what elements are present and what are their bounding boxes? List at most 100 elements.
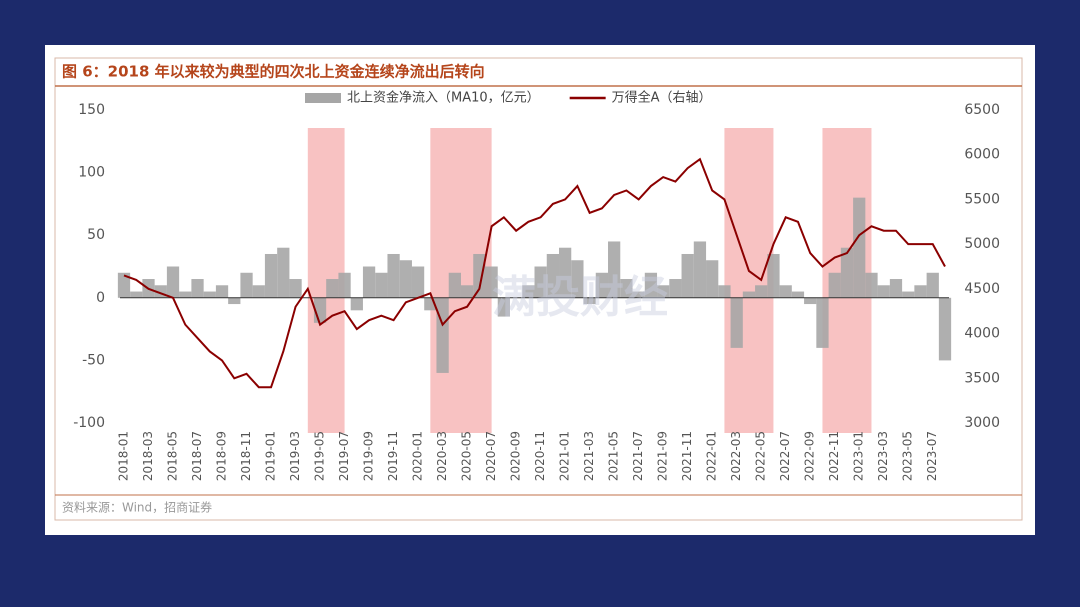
x-tick-label: 2018-11	[239, 431, 253, 481]
bar	[938, 297, 952, 361]
x-tick-label: 2020-07	[484, 431, 498, 481]
x-tick-label: 2020-11	[533, 431, 547, 481]
bar	[350, 297, 363, 311]
bar	[828, 272, 841, 298]
bar	[179, 291, 192, 298]
bar	[203, 291, 216, 298]
bar	[252, 285, 265, 298]
bar	[865, 272, 878, 298]
y2-tick-label: 4500	[964, 281, 1000, 297]
bar	[816, 297, 829, 348]
bar	[926, 272, 939, 298]
bar	[215, 285, 229, 298]
y2-tick-label: 3500	[964, 370, 1000, 386]
y2-tick-label: 6000	[964, 147, 1000, 163]
chart-title: 图 6：2018 年以来较为典型的四次北上资金连续净流出后转向	[62, 63, 485, 81]
bar	[399, 260, 412, 298]
legend-label: 北上资金净流入（MA10，亿元）	[347, 90, 540, 106]
bar	[632, 291, 645, 298]
x-tick-label: 2019-11	[386, 431, 400, 481]
x-tick-label: 2018-03	[141, 431, 155, 481]
x-tick-label: 2023-05	[901, 431, 915, 481]
bar	[277, 247, 290, 298]
bar	[130, 291, 143, 298]
x-tick-label: 2020-05	[460, 431, 474, 481]
bar	[853, 197, 866, 298]
bar	[240, 272, 253, 298]
x-tick-label: 2022-11	[827, 431, 841, 481]
highlight-band	[724, 128, 774, 433]
bar	[742, 291, 756, 298]
x-tick-label: 2023-01	[852, 431, 866, 481]
bar	[387, 253, 400, 298]
y-tick-label: 100	[78, 165, 105, 181]
x-tick-label: 2019-07	[337, 431, 351, 481]
x-tick-label: 2021-05	[607, 431, 621, 481]
x-tick-label: 2018-05	[166, 431, 180, 481]
x-tick-label: 2020-03	[435, 431, 449, 481]
bar	[840, 247, 854, 298]
y2-tick-label: 5000	[964, 236, 1000, 252]
bar	[583, 297, 596, 305]
bar	[546, 253, 560, 298]
bar	[166, 266, 180, 298]
bar	[473, 253, 486, 298]
bar	[889, 279, 903, 298]
bar	[497, 297, 510, 317]
legend-label: 万得全A（右轴）	[612, 90, 712, 106]
bar	[595, 272, 609, 298]
x-tick-label: 2022-03	[729, 431, 743, 481]
x-tick-label: 2021-01	[558, 431, 572, 481]
bar	[534, 266, 547, 298]
y-tick-label: 0	[96, 290, 105, 306]
y-tick-label: -100	[73, 415, 105, 431]
bar	[411, 266, 425, 298]
x-tick-label: 2022-07	[778, 431, 792, 481]
bar	[644, 272, 658, 298]
x-tick-label: 2022-05	[754, 431, 768, 481]
bar	[191, 279, 204, 298]
bar	[755, 285, 768, 298]
bar	[681, 253, 694, 298]
x-tick-label: 2021-11	[680, 431, 694, 481]
bar	[902, 291, 915, 298]
bar	[571, 260, 584, 298]
bar	[877, 285, 890, 298]
x-tick-label: 2021-03	[582, 431, 596, 481]
x-tick-label: 2019-01	[264, 431, 278, 481]
bar	[718, 285, 731, 298]
bar	[706, 260, 719, 298]
y-tick-label: 50	[87, 227, 105, 243]
bar	[362, 266, 376, 298]
x-tick-label: 2019-09	[362, 431, 376, 481]
bar	[669, 279, 682, 298]
plot: -100 -50 0 50 100 150 3000 3500 4000 4500 5000 5500…	[73, 90, 1000, 482]
bar	[804, 297, 817, 305]
bar	[522, 285, 535, 298]
x-tick-label: 2018-01	[117, 431, 131, 481]
y2-tick-label: 3000	[964, 415, 1000, 431]
x-tick-label: 2020-01	[411, 431, 425, 481]
bar	[914, 285, 927, 298]
x-tick-label: 2021-09	[656, 431, 670, 481]
bar	[608, 241, 621, 298]
x-tick-label: 2018-09	[215, 431, 229, 481]
x-tick-label: 2019-05	[313, 431, 327, 481]
x-tick-label: 2023-07	[925, 431, 939, 481]
frame	[54, 57, 1023, 521]
watermark: 满投财经	[492, 272, 668, 323]
y2-tick-label: 4000	[964, 326, 1000, 342]
bar	[791, 291, 805, 298]
bar	[264, 253, 278, 298]
x-tick-label: 2022-09	[803, 431, 817, 481]
x-tick-label: 2019-03	[288, 431, 302, 481]
y-tick-label: 150	[78, 102, 105, 118]
bar	[228, 297, 241, 305]
x-tick-label: 2018-07	[190, 431, 204, 481]
y2-tick-label: 6500	[964, 102, 1000, 118]
legend-swatch	[305, 93, 341, 103]
bar	[436, 297, 449, 373]
x-tick-label: 2021-07	[631, 431, 645, 481]
bar	[448, 272, 461, 298]
